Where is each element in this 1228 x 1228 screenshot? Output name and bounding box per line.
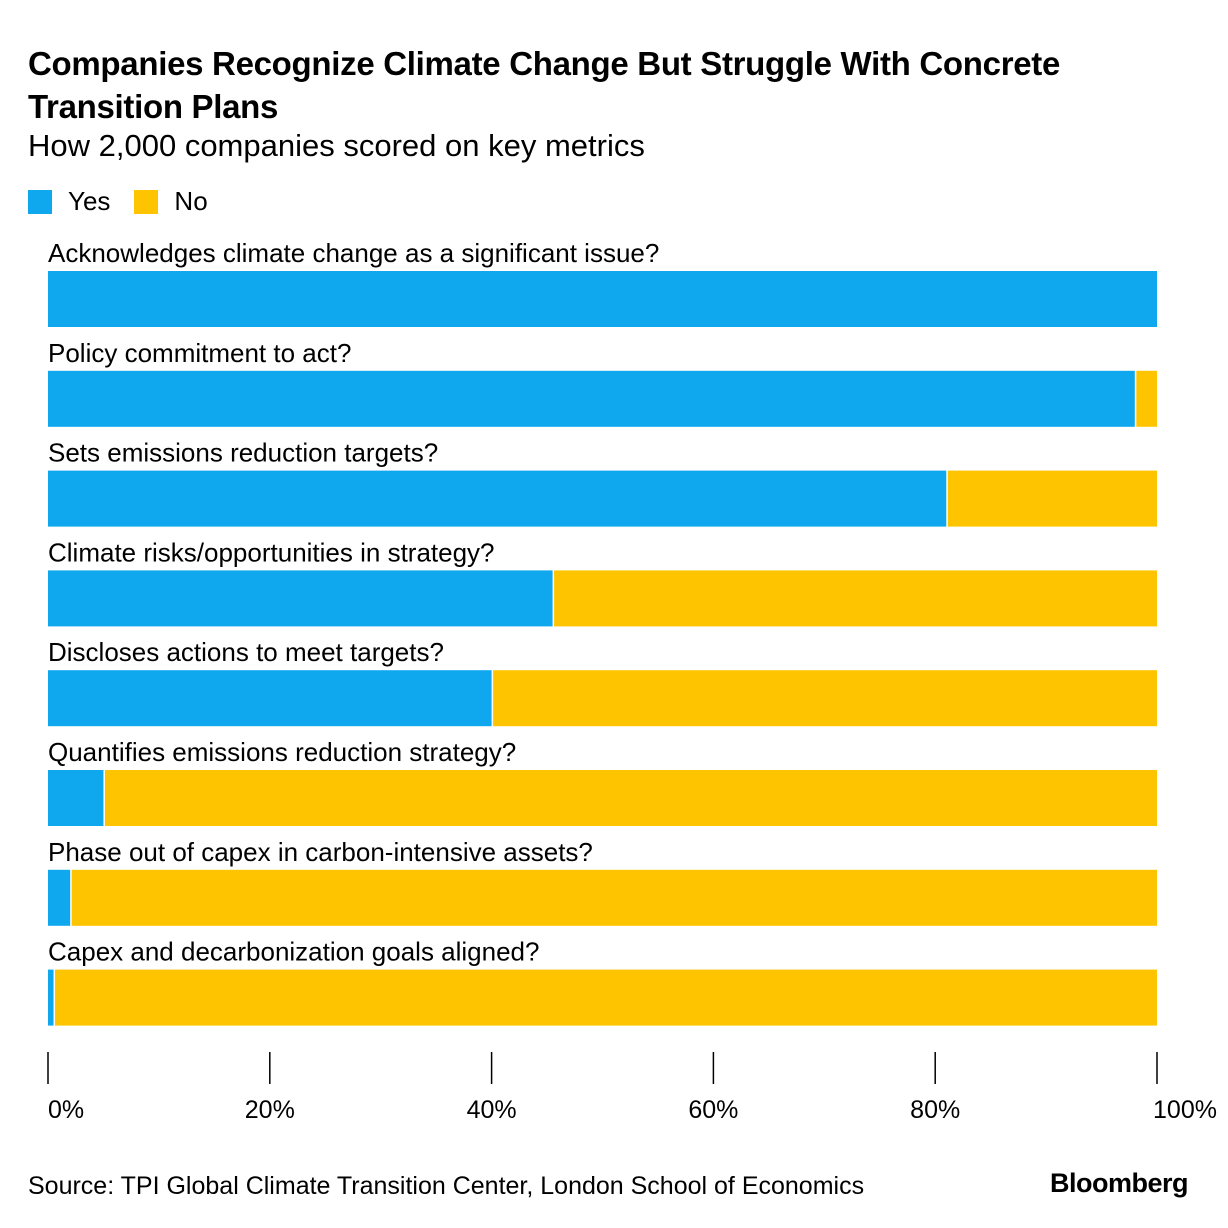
bar-no <box>493 670 1158 727</box>
category-label: Sets emissions reduction targets? <box>48 438 438 468</box>
bar-yes <box>48 570 553 627</box>
bar-no <box>55 969 1157 1026</box>
x-tick-label: 20% <box>245 1096 295 1124</box>
legend-label-yes: Yes <box>68 186 111 216</box>
bar-yes <box>48 770 104 826</box>
bar-yes <box>48 869 71 926</box>
bar-no <box>947 470 1157 527</box>
source-note: Source: TPI Global Climate Transition Ce… <box>28 1172 865 1200</box>
bar-no <box>71 869 1157 926</box>
x-tick-label: 40% <box>467 1096 517 1124</box>
bloomberg-logo: Bloomberg <box>1049 1168 1189 1198</box>
legend-swatch-no <box>134 189 159 214</box>
bar-yes <box>48 969 54 1026</box>
legend-label-no: No <box>174 186 208 216</box>
bar-yes <box>48 470 947 527</box>
category-label: Capex and decarbonization goals aligned? <box>48 937 539 967</box>
category-label: Acknowledges climate change as a signifi… <box>48 238 659 268</box>
x-tick-label: 100% <box>1153 1096 1217 1124</box>
x-tick-label: 0% <box>48 1096 84 1124</box>
chart-title: Companies Recognize Climate Change But S… <box>28 45 1061 125</box>
bar-no <box>1136 370 1157 427</box>
category-label: Discloses actions to meet targets? <box>48 637 444 667</box>
bar-no <box>104 770 1158 826</box>
bar-yes <box>48 670 492 727</box>
category-label: Policy commitment to act? <box>48 338 351 368</box>
x-tick-label: 80% <box>910 1096 960 1124</box>
legend: Yes No <box>28 186 232 217</box>
bar-no <box>554 570 1157 627</box>
x-tick-label: 60% <box>688 1096 738 1124</box>
legend-swatch-yes <box>28 189 52 214</box>
category-label: Quantifies emissions reduction strategy? <box>48 737 516 767</box>
bar-yes <box>48 370 1135 427</box>
category-label: Phase out of capex in carbon-intensive a… <box>48 837 593 867</box>
bar-yes <box>48 271 1157 327</box>
chart-subtitle: How 2,000 companies scored on key metric… <box>28 128 645 163</box>
category-label: Climate risks/opportunities in strategy? <box>48 537 495 567</box>
